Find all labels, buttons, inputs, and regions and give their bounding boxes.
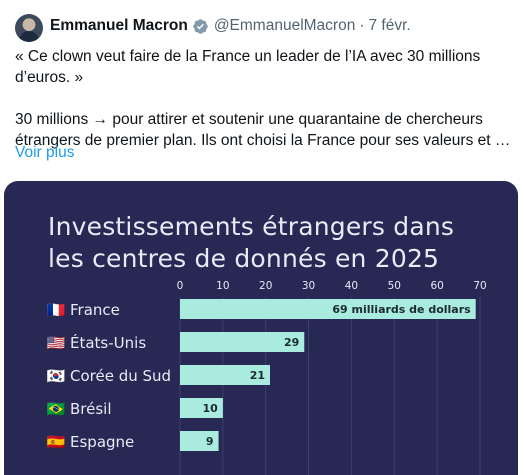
country-flag-icon: 🇪🇸 bbox=[47, 434, 66, 451]
tweet-text-line: 30 millions → pour attirer et soutenir u… bbox=[15, 111, 483, 128]
bar bbox=[180, 398, 223, 418]
author-name[interactable]: Emmanuel Macron bbox=[50, 17, 188, 34]
bar-value-label: 10 bbox=[203, 402, 219, 415]
x-tick-label: 50 bbox=[388, 280, 401, 292]
author-handle[interactable]: @EmmanuelMacron bbox=[213, 17, 356, 34]
chart-title-line: Investissements étrangers dans bbox=[48, 212, 455, 241]
category-label: États-Unis bbox=[70, 333, 146, 352]
x-tick-label: 10 bbox=[216, 280, 229, 292]
tweet-media-image[interactable]: Investissements étrangers dans les centr… bbox=[4, 181, 518, 475]
x-tick-label: 40 bbox=[345, 280, 358, 292]
category-label: Espagne bbox=[70, 433, 134, 451]
show-more-link[interactable]: Voir plus bbox=[15, 144, 75, 161]
tweet-date[interactable]: 7 févr. bbox=[368, 17, 411, 34]
header-separator: · bbox=[359, 17, 365, 34]
bar bbox=[180, 332, 305, 352]
country-flag-icon: 🇫🇷 bbox=[47, 302, 66, 319]
country-flag-icon: 🇺🇸 bbox=[47, 335, 66, 352]
x-tick-label: 0 bbox=[177, 280, 184, 292]
category-label: Brésil bbox=[70, 400, 112, 418]
bar bbox=[180, 431, 219, 451]
tweet-text-line: « Ce clown veut faire de la France un le… bbox=[15, 48, 481, 65]
x-tick-label: 60 bbox=[430, 280, 443, 292]
tweet-text-line: étrangers de premier plan. Ils ont chois… bbox=[15, 132, 511, 149]
x-tick-label: 30 bbox=[302, 280, 315, 292]
bar-value-label: 21 bbox=[250, 369, 265, 382]
category-label: France bbox=[70, 301, 120, 319]
bar-value-label: 9 bbox=[206, 435, 214, 448]
tweet-header: Emmanuel Macron @EmmanuelMacron · 7 févr… bbox=[50, 15, 411, 37]
country-flag-icon: 🇧🇷 bbox=[47, 401, 66, 418]
bar-value-label: 69 milliards de dollars bbox=[332, 303, 471, 316]
author-avatar[interactable] bbox=[15, 14, 43, 42]
tweet-text-line: d’euros. » bbox=[15, 69, 84, 86]
x-tick-label: 70 bbox=[473, 280, 486, 292]
verified-badge-icon bbox=[192, 18, 209, 35]
bar-chart: 0 10 20 30 40 50 60 70 🇫🇷 France 69 milliards de d… bbox=[47, 280, 487, 475]
chart-title-line: les centres de donnés en 2025 bbox=[48, 244, 440, 273]
x-tick-label: 20 bbox=[259, 280, 272, 292]
chart-title: Investissements étrangers dans les centr… bbox=[48, 211, 488, 275]
country-flag-icon: 🇰🇷 bbox=[47, 368, 66, 385]
bar-value-label: 29 bbox=[284, 336, 299, 349]
category-label: Corée du Sud bbox=[70, 367, 171, 385]
bar bbox=[180, 299, 476, 319]
tweet-text: « Ce clown veut faire de la France un le… bbox=[15, 46, 511, 151]
bar bbox=[180, 365, 270, 385]
